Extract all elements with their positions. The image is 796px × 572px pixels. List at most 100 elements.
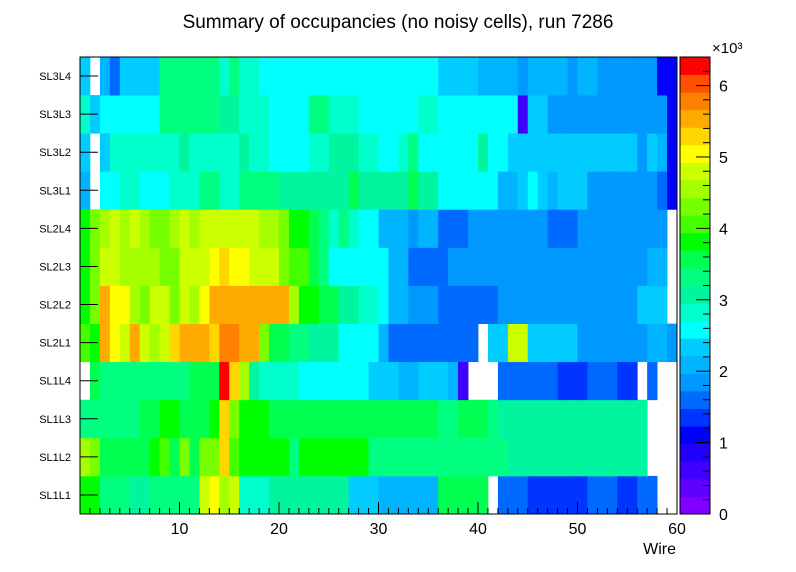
heatmap-cell [398, 399, 409, 439]
heatmap-cell [448, 247, 459, 286]
heatmap-cell [388, 399, 399, 439]
heatmap-cell [537, 323, 549, 363]
heatmap-cell [597, 285, 608, 324]
heatmap-cell [667, 57, 678, 96]
heatmap-cell [398, 57, 409, 96]
heatmap-cell [328, 399, 340, 439]
heatmap-cell [328, 323, 340, 363]
heatmap-cell [497, 437, 509, 477]
heatmap-cell [149, 57, 160, 96]
heatmap-cell [637, 285, 648, 324]
heatmap-cell [99, 437, 111, 477]
heatmap-cell [348, 399, 359, 439]
heatmap-cell [597, 247, 608, 286]
heatmap-cell [657, 209, 668, 248]
heatmap-cell [657, 171, 668, 210]
heatmap-cell [308, 399, 320, 439]
heatmap-cell [597, 57, 608, 96]
heatmap-cell [497, 399, 509, 439]
heatmap-cell [169, 57, 180, 96]
x-tick-label: 10 [171, 521, 189, 538]
heatmap-cell [109, 475, 121, 515]
heatmap-cell [527, 361, 539, 401]
heatmap-cell [637, 57, 648, 96]
heatmap-cell [468, 95, 479, 134]
heatmap-cell [627, 133, 638, 172]
heatmap-cell [597, 475, 608, 515]
heatmap-cell [637, 171, 648, 210]
heatmap-cell [537, 285, 549, 324]
heatmap-cell [239, 247, 250, 286]
heatmap-cell [418, 95, 429, 134]
heatmap-cell [478, 399, 489, 439]
heatmap-cell [567, 323, 578, 363]
heatmap-cell [239, 209, 250, 248]
heatmap-cell [99, 57, 111, 96]
heatmap-cell [607, 95, 618, 134]
heatmap-cell [189, 133, 200, 172]
heatmap-cell [617, 437, 628, 477]
heatmap-cell [318, 57, 330, 96]
heatmap-cell [338, 285, 350, 324]
heatmap-cell [199, 57, 210, 96]
heatmap-cell [487, 323, 499, 363]
heatmap-cell [617, 209, 628, 248]
heatmap-cell [288, 95, 300, 134]
heatmap-cell [179, 323, 190, 363]
heatmap-cell [338, 247, 350, 286]
heatmap-cell [189, 57, 200, 96]
heatmap-cell [398, 133, 409, 172]
heatmap-cell [657, 247, 668, 286]
heatmap-cell [567, 437, 578, 477]
heatmap-cell [418, 247, 429, 286]
heatmap-cell [557, 95, 568, 134]
heatmap-cell [398, 247, 409, 286]
heatmap-cell [438, 399, 449, 439]
heatmap-cell [269, 475, 280, 515]
heatmap-cell [557, 209, 568, 248]
heatmap-cell [219, 285, 230, 324]
heatmap-cell [448, 171, 459, 210]
heatmap-cell [109, 247, 121, 286]
heatmap-cell [308, 57, 320, 96]
heatmap-cell [507, 361, 519, 401]
heatmap-cell [388, 475, 399, 515]
y-tick-label: SL1L3 [39, 414, 71, 426]
heatmap-cell [627, 437, 638, 477]
heatmap-cell [497, 95, 509, 134]
heatmap-cell [249, 361, 260, 401]
heatmap-cell [229, 247, 240, 286]
heatmap-cell [308, 95, 320, 134]
heatmap-cell [358, 361, 369, 401]
heatmap-cell [219, 323, 230, 363]
heatmap-cell [527, 247, 539, 286]
heatmap-cell [279, 247, 290, 286]
heatmap-cell [288, 475, 300, 515]
heatmap-cell [487, 399, 499, 439]
heatmap-cell [617, 171, 628, 210]
heatmap-cell [259, 285, 270, 324]
heatmap-cell [458, 437, 469, 477]
heatmap-cell [169, 95, 180, 134]
heatmap-cell [239, 399, 250, 439]
heatmap-cell [298, 247, 310, 286]
heatmap-cell [159, 437, 170, 477]
heatmap-cell [647, 323, 658, 363]
heatmap-cell [537, 133, 549, 172]
heatmap-cell [318, 361, 330, 401]
heatmap-cell [438, 95, 449, 134]
heatmap-cell [189, 475, 200, 515]
heatmap-cell [149, 323, 160, 363]
heatmap-cell [189, 361, 200, 401]
heatmap-cell [269, 323, 280, 363]
heatmap-cell [517, 95, 529, 134]
heatmap-cell [458, 209, 469, 248]
heatmap-cell [587, 323, 598, 363]
heatmap-cell [487, 95, 499, 134]
heatmap-cell [249, 399, 260, 439]
heatmap-cell [468, 285, 479, 324]
heatmap-cell [497, 285, 509, 324]
heatmap-cell [527, 209, 539, 248]
heatmap-cell [428, 133, 439, 172]
